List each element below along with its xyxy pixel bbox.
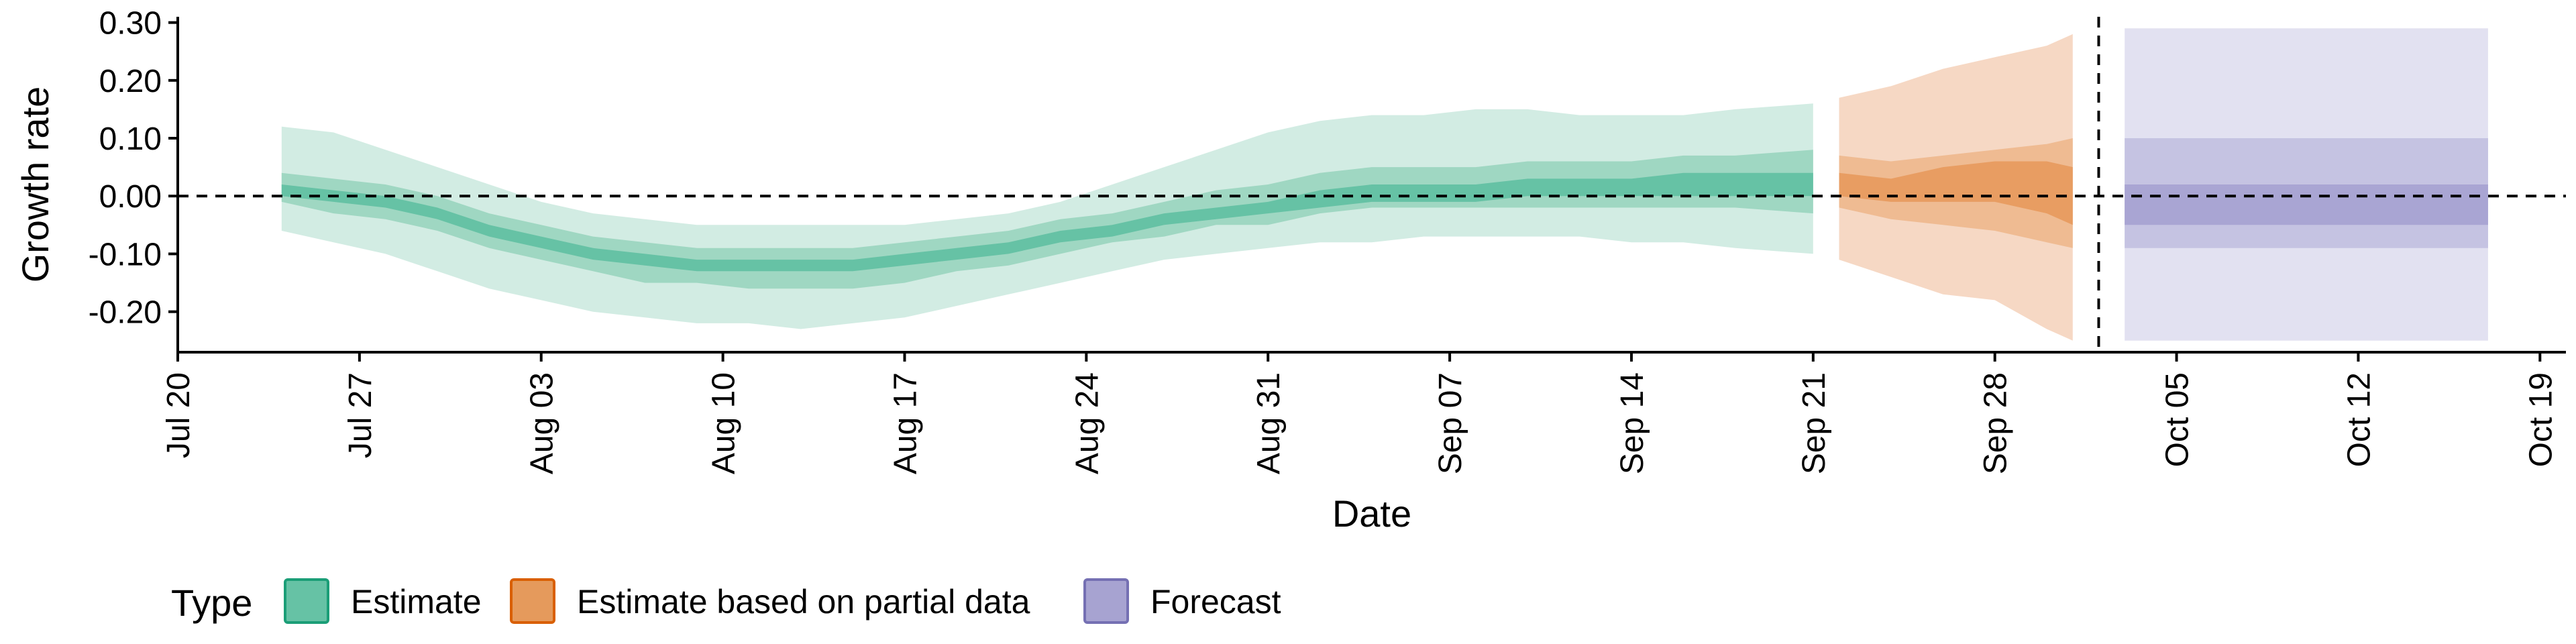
axes-layer: 0.30 0.20 0.10 0.00 -0.10 -0.20 Jul 20 Jul 27 Au… (89, 6, 2566, 474)
x-tick-label: Oct 05 (2160, 372, 2196, 467)
x-tick-label: Sep 07 (1433, 372, 1468, 474)
estimate-based-on-partial-data-central-band (1839, 161, 2073, 225)
x-tick-label: Sep 14 (1615, 372, 1650, 474)
y-tick-label: -0.20 (89, 295, 162, 331)
legend-label: Estimate (351, 583, 482, 621)
x-tick-label: Jul 20 (161, 372, 197, 458)
x-tick-label: Oct 12 (2341, 372, 2377, 467)
y-tick-label: 0.10 (99, 121, 162, 157)
x-tick-label: Aug 24 (1069, 372, 1105, 474)
estimate-outer-band (281, 103, 1813, 329)
x-axis-title: Date (1332, 492, 1411, 535)
y-axis-title: Growth rate (14, 87, 56, 283)
forecast-central-band (2125, 184, 2488, 225)
legend-title: Type (171, 582, 252, 624)
legend-swatch-estimate (284, 578, 329, 624)
y-tick-label: -0.10 (89, 237, 162, 272)
estimate-central-band (281, 172, 1813, 272)
y-tick-label: 0.00 (99, 179, 162, 215)
x-tick-label: Aug 10 (706, 372, 742, 474)
bands-layer (281, 28, 2488, 341)
x-tick-label: Jul 27 (343, 372, 378, 458)
x-tick-label: Sep 28 (1978, 372, 2014, 474)
legend-swatch-forecast (1083, 578, 1129, 624)
x-tick-label: Sep 21 (1796, 372, 1832, 474)
legend-swatch-estimate-based-on-partial-data (510, 578, 555, 624)
x-tick-label: Aug 17 (888, 372, 923, 474)
y-tick-label: 0.30 (99, 6, 162, 42)
legend-label: Estimate based on partial data (577, 583, 1030, 621)
x-tick-label: Aug 31 (1251, 372, 1287, 474)
y-tick-label: 0.20 (99, 64, 162, 99)
reference-lines-layer (178, 17, 2566, 352)
x-tick-label: Oct 19 (2523, 372, 2559, 467)
legend: Type Estimate Estimate based on partial d… (171, 578, 1281, 624)
legend-label: Forecast (1150, 583, 1281, 621)
x-tick-label: Aug 03 (525, 372, 560, 474)
